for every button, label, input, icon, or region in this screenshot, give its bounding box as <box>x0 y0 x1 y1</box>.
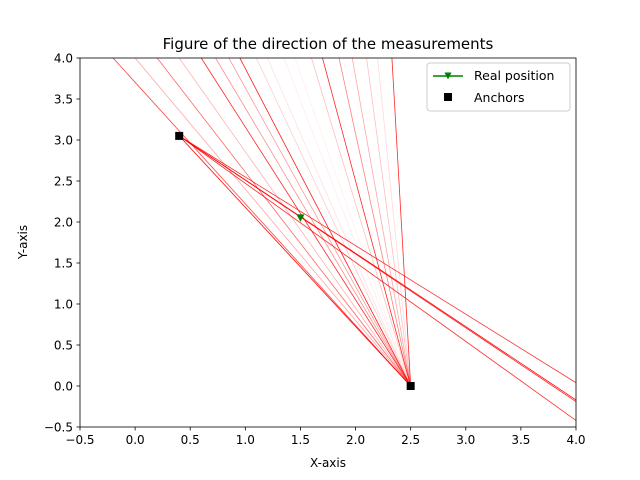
y-tick-label: 2.5 <box>54 175 73 189</box>
y-tick-label: 2.0 <box>54 216 73 230</box>
measurement-rays <box>112 58 576 421</box>
y-axis-label: Y-axis <box>16 225 30 260</box>
legend: Real position Anchors <box>426 62 571 112</box>
measurement-ray <box>294 58 412 387</box>
x-tick-label: 0.0 <box>126 433 145 447</box>
x-axis-label: X-axis <box>310 456 346 470</box>
measurement-ray <box>338 58 412 387</box>
x-tick-label: 2.0 <box>346 433 365 447</box>
measurement-ray <box>391 58 412 387</box>
y-tick-label: 0.5 <box>54 339 73 353</box>
x-tick-label: 3.5 <box>511 433 530 447</box>
measurement-ray <box>377 58 412 387</box>
y-tick-label: 1.0 <box>54 298 73 312</box>
x-tick-label: 3.0 <box>456 433 475 447</box>
measurement-ray <box>283 58 412 387</box>
x-tick-label: 1.5 <box>291 433 310 447</box>
y-tick-label: 1.5 <box>54 257 73 271</box>
data-markers <box>175 131 415 390</box>
y-tick-label: −0.5 <box>44 421 73 435</box>
chart-title: Figure of the direction of the measureme… <box>163 35 494 53</box>
x-tick-label: 1.0 <box>236 433 255 447</box>
legend-anchors-marker <box>444 93 452 101</box>
plot-frame <box>79 57 577 428</box>
measurement-ray <box>178 58 411 387</box>
measurement-ray <box>322 58 412 387</box>
legend-anchors-label: Anchors <box>474 90 525 105</box>
legend-box <box>426 62 571 112</box>
measurement-ray <box>366 58 412 387</box>
measurement-ray <box>311 58 412 387</box>
x-tick-label: 0.5 <box>181 433 200 447</box>
measurement-ray <box>215 58 412 387</box>
measurement-ray <box>156 58 411 387</box>
x-tick-label: −0.5 <box>65 433 94 447</box>
measurement-ray <box>178 135 576 384</box>
measurement-ray <box>178 135 411 387</box>
legend-real-position-label: Real position <box>474 68 554 83</box>
measurement-ray <box>351 58 412 387</box>
measurement-ray <box>178 135 576 421</box>
real-position-marker <box>296 214 305 222</box>
anchor-marker <box>406 382 415 390</box>
y-axis: −0.5 0.0 0.5 1.0 1.5 2.0 2.5 3.0 3.5 4.0 <box>44 52 80 435</box>
measurement-ray <box>178 135 576 402</box>
measurement-ray <box>112 58 411 387</box>
y-tick-label: 3.5 <box>54 93 73 107</box>
y-tick-label: 0.0 <box>54 380 73 394</box>
measurement-ray <box>134 58 411 387</box>
y-tick-label: 4.0 <box>54 52 73 66</box>
y-tick-label: 3.0 <box>54 134 73 148</box>
measurement-ray <box>228 58 412 387</box>
measurement-ray <box>239 58 412 387</box>
x-tick-label: 2.5 <box>401 433 420 447</box>
x-axis: −0.5 0.0 0.5 1.0 1.5 2.0 2.5 3.0 3.5 4.0 <box>65 427 586 447</box>
anchor-marker <box>175 131 184 140</box>
measurement-ray <box>200 58 412 387</box>
measurement-ray <box>267 58 412 387</box>
legend-real-position-marker <box>444 72 452 80</box>
measurement-ray <box>255 58 412 387</box>
measurement-ray <box>178 135 411 387</box>
x-tick-label: 4.0 <box>566 433 585 447</box>
